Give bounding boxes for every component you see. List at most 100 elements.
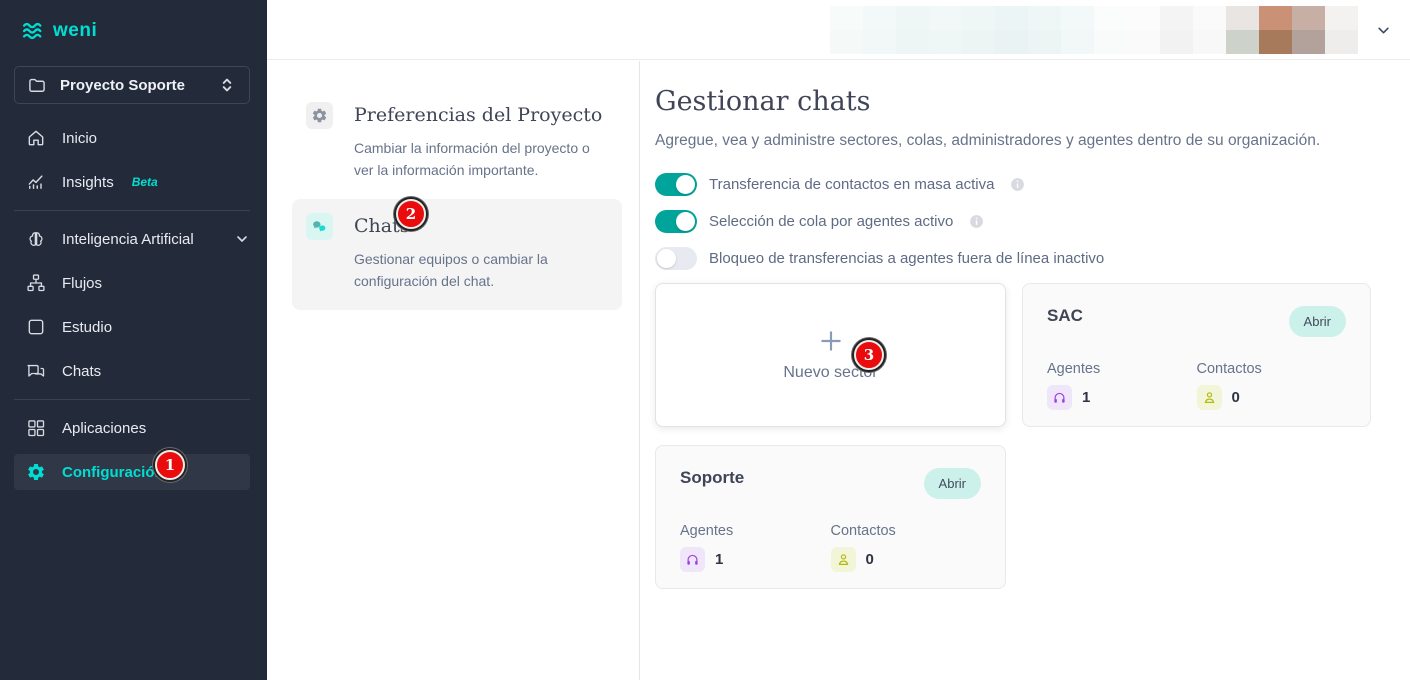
info-icon[interactable] xyxy=(969,214,984,229)
toggles-group: Transferencia de contactos en masa activ… xyxy=(655,172,1377,270)
weni-waves-icon xyxy=(22,22,42,40)
topbar xyxy=(267,0,1410,60)
mosaic-cell xyxy=(1259,6,1292,30)
mosaic-cell xyxy=(1127,30,1160,54)
page-subtitle: Agregue, vea y administre sectores, cola… xyxy=(655,132,1321,149)
page-title: Gestionar chats xyxy=(655,86,871,117)
mosaic-cell xyxy=(1160,6,1193,30)
chats-icon xyxy=(27,364,45,377)
sector-card-sac: SAC Abrir Agentes 1 xyxy=(1022,283,1371,427)
annotation-badge-2: 2 xyxy=(396,199,426,229)
toggle-knob xyxy=(657,248,676,268)
info-icon[interactable] xyxy=(1010,177,1025,192)
settings-item-preferencias[interactable]: Preferencias del Proyecto Cambiar la inf… xyxy=(292,88,622,199)
flows-icon xyxy=(27,274,45,292)
toggle-knob xyxy=(676,211,695,231)
settings-item-chats[interactable]: Chats Gestionar equipos o cambiar la con… xyxy=(292,199,622,310)
settings-menu: Preferencias del Proyecto Cambiar la inf… xyxy=(292,88,622,310)
headphones-icon xyxy=(680,547,705,572)
contacts-value: 0 xyxy=(1231,389,1240,406)
mosaic-cell xyxy=(830,6,863,30)
contacts-stat: Contactos 0 xyxy=(830,523,982,572)
mosaic-cell xyxy=(863,6,896,30)
sidebar-item-chats[interactable]: Chats xyxy=(0,349,267,393)
toggle-queue-selection[interactable] xyxy=(655,209,697,233)
brand-name: weni xyxy=(53,20,98,41)
sidebar-item-label: Inteligencia Artificial xyxy=(62,230,194,248)
sidebar-item-label: Flujos xyxy=(62,274,103,292)
mosaic-cell xyxy=(830,30,863,54)
agents-stat: Agentes 1 xyxy=(680,523,831,572)
weni-logo: weni xyxy=(22,20,267,42)
gear-icon xyxy=(28,463,44,480)
agents-label: Agentes xyxy=(1047,361,1101,377)
gear-icon xyxy=(306,102,333,129)
settings-item-description: Cambiar la información del proyecto o ve… xyxy=(354,140,590,178)
toggle-row: Bloqueo de transferencias a agentes fuer… xyxy=(655,246,1377,270)
mosaic-cell xyxy=(1193,6,1226,30)
sidebar-item-label: Estudio xyxy=(62,318,113,336)
beta-badge: Beta xyxy=(131,175,158,189)
main-content: Gestionar chats Agregue, vea y administr… xyxy=(655,86,1377,589)
sidebar-item-inteligencia-artificial[interactable]: Inteligencia Artificial xyxy=(0,217,267,261)
sidebar: weni Proyecto Soporte Inicio Insights Be… xyxy=(0,0,267,680)
sidebar-divider xyxy=(14,210,250,211)
plus-icon xyxy=(820,331,841,351)
annotation-badge-3: 3 xyxy=(854,340,884,370)
mosaic-cell xyxy=(1193,30,1226,54)
sector-name: SAC xyxy=(1047,306,1083,325)
sidebar-item-label: Configuración xyxy=(62,463,164,481)
contacts-value: 0 xyxy=(865,551,874,568)
mosaic-cell xyxy=(1127,6,1160,30)
annotation-badge-1: 1 xyxy=(155,450,185,480)
sidebar-item-flujos[interactable]: Flujos xyxy=(0,261,267,305)
mosaic-cell xyxy=(995,6,1028,30)
sidebar-item-label: Chats xyxy=(62,362,102,380)
folder-icon xyxy=(29,78,45,92)
mosaic-cell xyxy=(929,30,962,54)
mosaic-cell xyxy=(1061,6,1094,30)
mosaic-cell xyxy=(929,6,962,30)
mosaic-cell xyxy=(1292,30,1325,54)
sidebar-item-estudio[interactable]: Estudio xyxy=(0,305,267,349)
sidebar-item-inicio[interactable]: Inicio xyxy=(0,116,267,160)
chevron-up-down-icon xyxy=(222,78,232,92)
toggle-mass-transfer[interactable] xyxy=(655,172,697,196)
mosaic-cell xyxy=(1259,30,1292,54)
mosaic-cell xyxy=(1226,30,1259,54)
mosaic-cell xyxy=(1292,6,1325,30)
person-icon xyxy=(830,547,856,572)
insights-chart-icon xyxy=(28,175,43,189)
open-button[interactable]: Abrir xyxy=(923,468,981,499)
new-sector-card[interactable]: Nuevo sector xyxy=(655,283,1006,427)
mosaic-cell xyxy=(962,30,995,54)
person-icon xyxy=(1196,385,1222,410)
contacts-label: Contactos xyxy=(830,523,896,539)
settings-item-title: Chats xyxy=(354,215,410,237)
sidebar-item-insights[interactable]: Insights Beta xyxy=(0,160,267,204)
headphones-icon xyxy=(1047,385,1072,410)
mosaic-cell xyxy=(1094,30,1127,54)
sidebar-item-configuracion[interactable]: Configuración xyxy=(14,454,250,490)
mosaic-cell xyxy=(962,6,995,30)
vertical-divider xyxy=(639,61,640,680)
home-icon xyxy=(28,130,44,146)
toggle-label: Transferencia de contactos en masa activ… xyxy=(709,175,995,193)
toggle-row: Transferencia de contactos en masa activ… xyxy=(655,172,1377,196)
chat-bubbles-icon xyxy=(306,213,333,240)
privacy-blur-mosaic xyxy=(830,6,1358,54)
settings-item-title: Preferencias del Proyecto xyxy=(354,104,603,126)
new-sector-label: Nuevo sector xyxy=(783,364,878,381)
brain-icon xyxy=(29,232,43,246)
open-button[interactable]: Abrir xyxy=(1288,306,1346,337)
toggle-offline-transfer-block[interactable] xyxy=(655,246,697,270)
sidebar-divider xyxy=(14,399,250,400)
sidebar-nav: Inicio Insights Beta Inteligencia Artifi… xyxy=(0,116,267,490)
sidebar-item-aplicaciones[interactable]: Aplicaciones xyxy=(0,406,267,450)
toggle-knob xyxy=(676,174,695,194)
apps-grid-icon xyxy=(28,420,45,437)
chevron-down-icon[interactable] xyxy=(234,231,250,247)
account-chevron-down-icon[interactable] xyxy=(1376,23,1391,38)
agents-value: 1 xyxy=(715,551,724,568)
project-selector[interactable]: Proyecto Soporte xyxy=(14,66,250,104)
